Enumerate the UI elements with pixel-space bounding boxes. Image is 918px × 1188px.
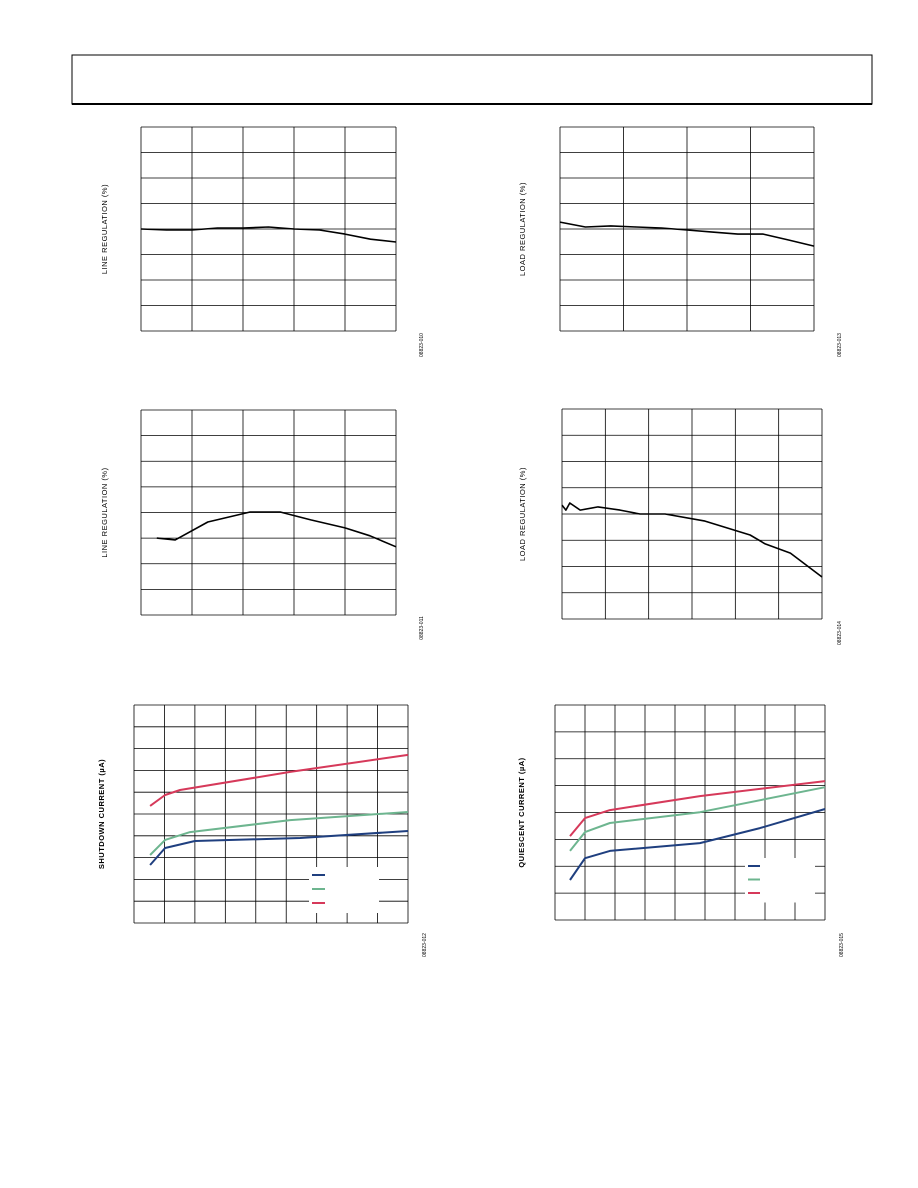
y-axis-label: QUIESCENT CURRENT (µA) <box>517 757 526 867</box>
series-line <box>149 753 409 807</box>
figure-id: 08823-015 <box>839 933 845 957</box>
figure-id: 08823-011 <box>419 616 425 640</box>
series-line <box>569 786 826 852</box>
figure-id: 08823-012 <box>422 933 428 957</box>
series-line <box>140 226 397 243</box>
y-axis-label: LOAD REGULATION (%) <box>518 182 527 276</box>
series-line <box>149 811 409 856</box>
figure-id: 08823-014 <box>837 621 843 645</box>
series-line <box>559 221 815 247</box>
y-axis-label: LINE REGULATION (%) <box>100 184 109 274</box>
series-line <box>149 830 409 866</box>
series-line <box>156 511 397 548</box>
series-line <box>569 780 826 837</box>
y-axis-label: LOAD REGULATION (%) <box>518 467 527 561</box>
figure-id: 08823-013 <box>837 333 843 357</box>
figure-id: 08823-010 <box>419 333 425 357</box>
header-box <box>71 54 873 105</box>
series-line <box>569 808 826 881</box>
series-line <box>561 502 823 578</box>
y-axis-label: LINE REGULATION (%) <box>100 467 109 557</box>
y-axis-label: SHUTDOWN CURRENT (µA) <box>97 759 106 869</box>
